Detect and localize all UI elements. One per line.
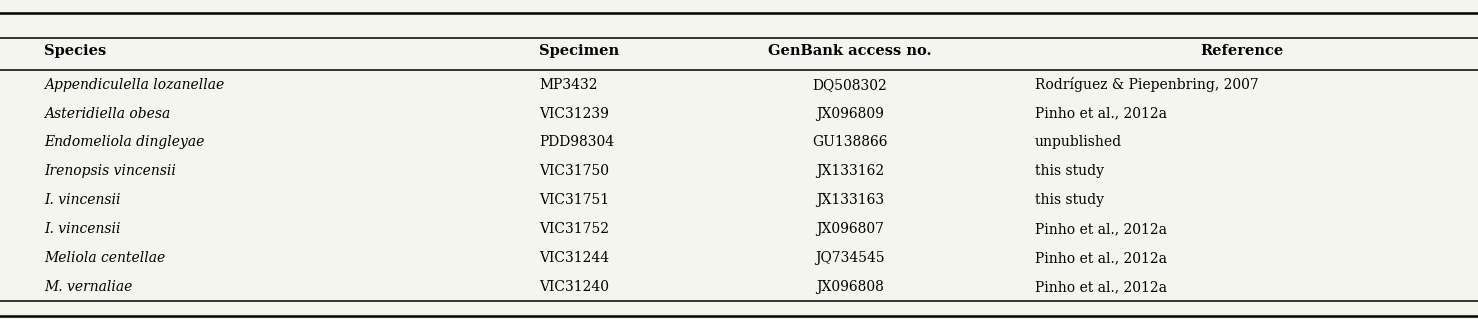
Text: Irenopsis vincensii: Irenopsis vincensii [44,164,176,178]
Text: VIC31244: VIC31244 [539,251,609,265]
Text: Endomeliola dingleyae: Endomeliola dingleyae [44,136,205,150]
Text: VIC31750: VIC31750 [539,164,609,178]
Text: Pinho et al., 2012a: Pinho et al., 2012a [1035,280,1166,294]
Text: JX096808: JX096808 [816,280,884,294]
Text: GenBank access no.: GenBank access no. [769,44,931,58]
Text: VIC31752: VIC31752 [539,222,609,236]
Text: Asteridiella obesa: Asteridiella obesa [44,107,170,121]
Text: JX096809: JX096809 [816,107,884,121]
Text: Appendiculella lozanellae: Appendiculella lozanellae [44,78,225,92]
Text: this study: this study [1035,164,1104,178]
Text: Species: Species [44,44,106,58]
Text: VIC31751: VIC31751 [539,193,609,207]
Text: Pinho et al., 2012a: Pinho et al., 2012a [1035,107,1166,121]
Text: M. vernaliae: M. vernaliae [44,280,133,294]
Text: I. vincensii: I. vincensii [44,222,121,236]
Text: unpublished: unpublished [1035,136,1122,150]
Text: Reference: Reference [1200,44,1283,58]
Text: Pinho et al., 2012a: Pinho et al., 2012a [1035,251,1166,265]
Text: MP3432: MP3432 [539,78,599,92]
Text: I. vincensii: I. vincensii [44,193,121,207]
Text: Specimen: Specimen [539,44,619,58]
Text: VIC31240: VIC31240 [539,280,609,294]
Text: JQ734545: JQ734545 [814,251,885,265]
Text: DQ508302: DQ508302 [813,78,887,92]
Text: Pinho et al., 2012a: Pinho et al., 2012a [1035,222,1166,236]
Text: JX133163: JX133163 [816,193,884,207]
Text: PDD98304: PDD98304 [539,136,615,150]
Text: JX133162: JX133162 [816,164,884,178]
Text: VIC31239: VIC31239 [539,107,609,121]
Text: GU138866: GU138866 [811,136,888,150]
Text: Meliola centellae: Meliola centellae [44,251,166,265]
Text: JX096807: JX096807 [816,222,884,236]
Text: Rodríguez & Piepenbring, 2007: Rodríguez & Piepenbring, 2007 [1035,77,1258,92]
Text: this study: this study [1035,193,1104,207]
